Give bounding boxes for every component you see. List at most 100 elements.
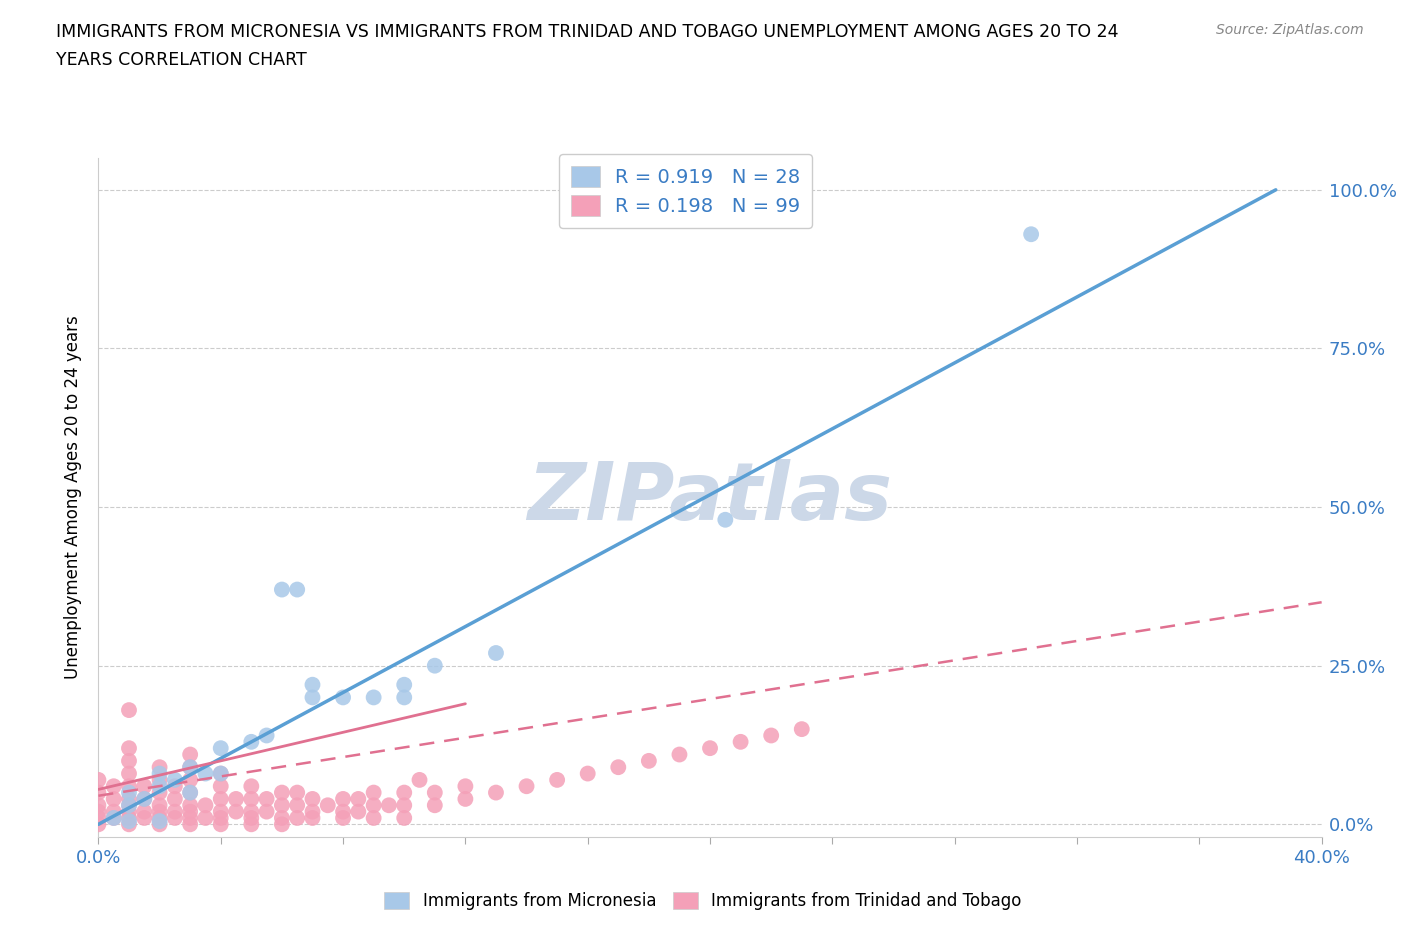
Point <box>179 747 201 762</box>
Point <box>118 798 141 813</box>
Point <box>149 817 172 831</box>
Point <box>118 817 141 831</box>
Point <box>194 798 217 813</box>
Point <box>163 778 186 793</box>
Point <box>149 773 172 788</box>
Point <box>332 811 354 826</box>
Point <box>392 811 416 826</box>
Point <box>301 690 323 705</box>
Point <box>118 740 141 755</box>
Point <box>209 766 232 781</box>
Point <box>179 773 201 788</box>
Point <box>301 804 323 819</box>
Point <box>149 798 172 813</box>
Point <box>1019 227 1042 242</box>
Point <box>209 766 232 781</box>
Point <box>87 804 110 819</box>
Point <box>270 785 292 800</box>
Point <box>179 785 201 800</box>
Point <box>134 804 156 819</box>
Point <box>118 766 141 781</box>
Point <box>316 798 339 813</box>
Point <box>363 690 385 705</box>
Point <box>103 811 125 826</box>
Text: Source: ZipAtlas.com: Source: ZipAtlas.com <box>1216 23 1364 37</box>
Point <box>103 811 125 826</box>
Point <box>392 677 416 692</box>
Point <box>423 798 446 813</box>
Point <box>516 778 538 793</box>
Point <box>392 690 416 705</box>
Point <box>179 760 201 775</box>
Point <box>485 785 508 800</box>
Point <box>103 778 125 793</box>
Point <box>87 785 110 800</box>
Point <box>103 791 125 806</box>
Point <box>225 804 247 819</box>
Point <box>118 753 141 768</box>
Point <box>209 740 232 755</box>
Point <box>256 791 278 806</box>
Point <box>209 817 232 831</box>
Point <box>240 735 263 750</box>
Point <box>118 785 141 800</box>
Point <box>607 760 630 775</box>
Legend: Immigrants from Micronesia, Immigrants from Trinidad and Tobago: Immigrants from Micronesia, Immigrants f… <box>378 885 1028 917</box>
Point <box>378 798 401 813</box>
Point <box>332 804 354 819</box>
Point <box>225 791 247 806</box>
Point <box>332 791 354 806</box>
Point <box>134 811 156 826</box>
Point <box>149 814 172 829</box>
Point <box>256 804 278 819</box>
Point <box>134 791 156 806</box>
Point <box>790 722 813 737</box>
Point <box>363 811 385 826</box>
Point <box>301 811 323 826</box>
Point <box>285 811 308 826</box>
Point <box>485 645 508 660</box>
Point <box>347 791 370 806</box>
Point <box>759 728 782 743</box>
Text: YEARS CORRELATION CHART: YEARS CORRELATION CHART <box>56 51 307 69</box>
Point <box>118 703 141 718</box>
Point <box>118 798 141 813</box>
Point <box>149 785 172 800</box>
Point <box>179 760 201 775</box>
Point <box>423 658 446 673</box>
Point <box>134 791 156 806</box>
Point <box>163 773 186 788</box>
Text: IMMIGRANTS FROM MICRONESIA VS IMMIGRANTS FROM TRINIDAD AND TOBAGO UNEMPLOYMENT A: IMMIGRANTS FROM MICRONESIA VS IMMIGRANTS… <box>56 23 1119 41</box>
Point <box>118 791 141 806</box>
Point <box>87 773 110 788</box>
Point <box>256 728 278 743</box>
Point <box>668 747 690 762</box>
Point <box>134 778 156 793</box>
Point <box>240 811 263 826</box>
Point <box>285 582 308 597</box>
Point <box>179 785 201 800</box>
Point <box>454 778 477 793</box>
Point <box>118 811 141 826</box>
Point <box>240 791 263 806</box>
Point <box>240 804 263 819</box>
Point <box>347 804 370 819</box>
Point <box>179 804 201 819</box>
Y-axis label: Unemployment Among Ages 20 to 24 years: Unemployment Among Ages 20 to 24 years <box>65 315 83 680</box>
Point <box>699 740 721 755</box>
Point <box>454 791 477 806</box>
Point <box>87 798 110 813</box>
Point <box>209 804 232 819</box>
Point <box>87 811 110 826</box>
Point <box>546 773 568 788</box>
Point <box>285 798 308 813</box>
Point <box>179 811 201 826</box>
Point <box>270 811 292 826</box>
Point <box>118 778 141 793</box>
Point <box>408 773 430 788</box>
Point <box>270 817 292 831</box>
Point <box>270 582 292 597</box>
Point <box>270 798 292 813</box>
Point <box>301 677 323 692</box>
Point <box>332 690 354 705</box>
